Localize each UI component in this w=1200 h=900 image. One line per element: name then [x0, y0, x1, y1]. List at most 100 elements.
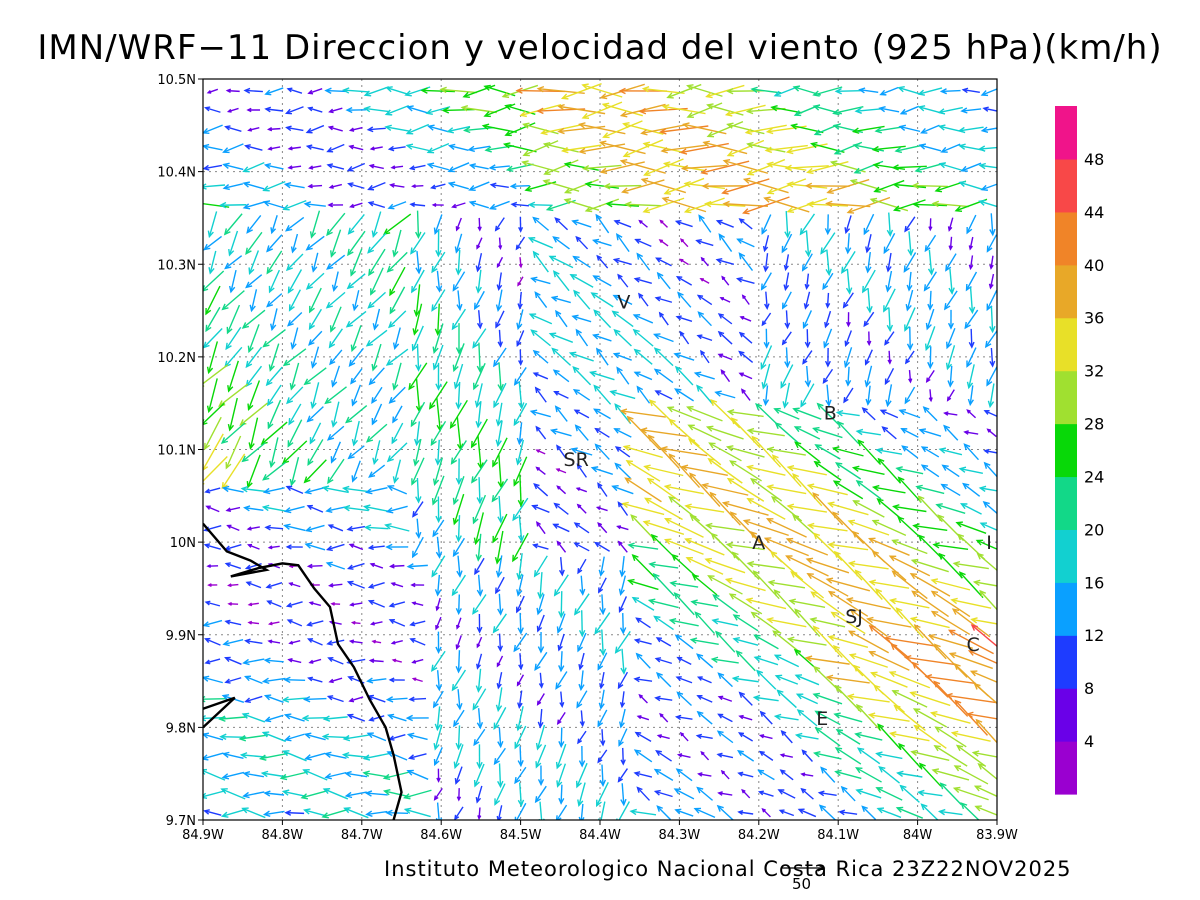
wind-vector — [556, 763, 567, 788]
wind-vector — [345, 106, 366, 114]
wind-vector — [408, 696, 427, 702]
wind-vector — [283, 182, 305, 189]
wind-vector — [915, 484, 945, 495]
wind-vector — [240, 485, 266, 493]
wind-vector — [901, 445, 918, 459]
wind-vector — [728, 593, 763, 615]
wind-vector — [939, 88, 961, 95]
wind-vector — [264, 524, 284, 531]
wind-vector — [349, 202, 363, 209]
lon-tick-label: 84.6W — [420, 828, 462, 843]
wind-vector — [514, 766, 527, 785]
wind-vector — [435, 597, 441, 612]
wind-vector — [452, 271, 466, 292]
wind-vector — [300, 789, 330, 800]
wind-vector — [432, 690, 444, 709]
wind-vector — [331, 365, 341, 388]
wind-vector — [286, 87, 303, 94]
wind-vector — [492, 613, 507, 634]
wind-vector — [617, 273, 629, 288]
wind-vector — [794, 674, 820, 686]
wind-vector — [609, 389, 636, 400]
wind-vector — [736, 238, 755, 248]
wind-vector — [435, 631, 442, 654]
wind-vector — [382, 213, 412, 235]
wind-vector — [261, 731, 287, 743]
wind-vector — [263, 694, 284, 703]
wind-vector — [786, 503, 827, 513]
wind-vector — [865, 385, 872, 406]
wind-vector — [674, 634, 694, 650]
wind-vector — [593, 408, 611, 420]
wind-vector — [737, 771, 754, 778]
wind-vector — [758, 734, 773, 740]
wind-vector — [611, 310, 634, 328]
wind-vector — [452, 343, 465, 373]
wind-vector — [498, 237, 503, 251]
wind-vector — [346, 273, 366, 290]
wind-vector — [384, 523, 410, 532]
wind-vector — [286, 619, 303, 627]
wind-vector — [948, 652, 993, 670]
wind-vector — [720, 769, 730, 780]
wind-vector — [613, 328, 632, 347]
wind-vector — [666, 83, 702, 99]
wind-vector — [592, 333, 612, 342]
wind-vector — [428, 381, 448, 410]
wind-vector — [305, 124, 325, 134]
wind-vector — [898, 409, 921, 419]
wind-vector — [306, 504, 324, 513]
colorbar-label: 12 — [1084, 626, 1104, 645]
wind-vector — [812, 532, 843, 562]
wind-vector — [783, 254, 790, 272]
wind-vector — [284, 106, 304, 115]
colorbar-segment — [1055, 158, 1077, 213]
wind-vector — [866, 616, 912, 628]
wind-vector — [781, 291, 792, 310]
wind-vector — [923, 271, 937, 292]
wind-vector — [761, 363, 771, 390]
wind-vector — [432, 323, 444, 355]
wind-vector — [476, 574, 484, 597]
wind-vector — [632, 314, 654, 324]
wind-vector — [984, 329, 997, 349]
wind-vector — [642, 141, 685, 154]
wind-vector — [752, 694, 779, 702]
wind-vector — [605, 200, 640, 208]
wind-vector — [602, 120, 643, 139]
reference-vector-label: 50 — [792, 875, 811, 893]
wind-vector — [224, 255, 243, 270]
wind-vector — [513, 456, 528, 487]
wind-vector — [204, 487, 221, 494]
lat-tick-label: 9.7N — [166, 814, 196, 829]
wind-vector — [560, 83, 602, 100]
wind-vector — [578, 143, 626, 155]
wind-vector — [694, 611, 716, 635]
wind-vector — [537, 765, 545, 787]
wind-vector — [598, 577, 607, 594]
wind-vector — [456, 290, 463, 312]
wind-vector — [420, 87, 455, 94]
wind-vector — [742, 519, 789, 537]
wind-vector — [226, 524, 240, 532]
wind-vector — [322, 715, 348, 722]
wind-vector — [493, 347, 507, 368]
wind-vector — [326, 425, 345, 441]
colorbar-segment — [1055, 370, 1077, 425]
wind-vector — [475, 253, 483, 273]
wind-vector — [832, 480, 864, 500]
wind-vector — [917, 87, 943, 96]
wind-vector — [347, 213, 365, 235]
wind-vector — [518, 349, 524, 367]
wind-vector — [385, 696, 408, 703]
wind-vector — [556, 711, 566, 726]
wind-vector — [654, 390, 673, 400]
wind-vector — [917, 534, 943, 559]
wind-vector — [686, 102, 723, 119]
wind-vector — [536, 693, 545, 706]
wind-vector — [638, 693, 648, 704]
wind-vector — [599, 594, 606, 616]
wind-vector — [746, 427, 785, 437]
wind-vector — [372, 308, 381, 331]
wind-vector — [648, 561, 679, 569]
